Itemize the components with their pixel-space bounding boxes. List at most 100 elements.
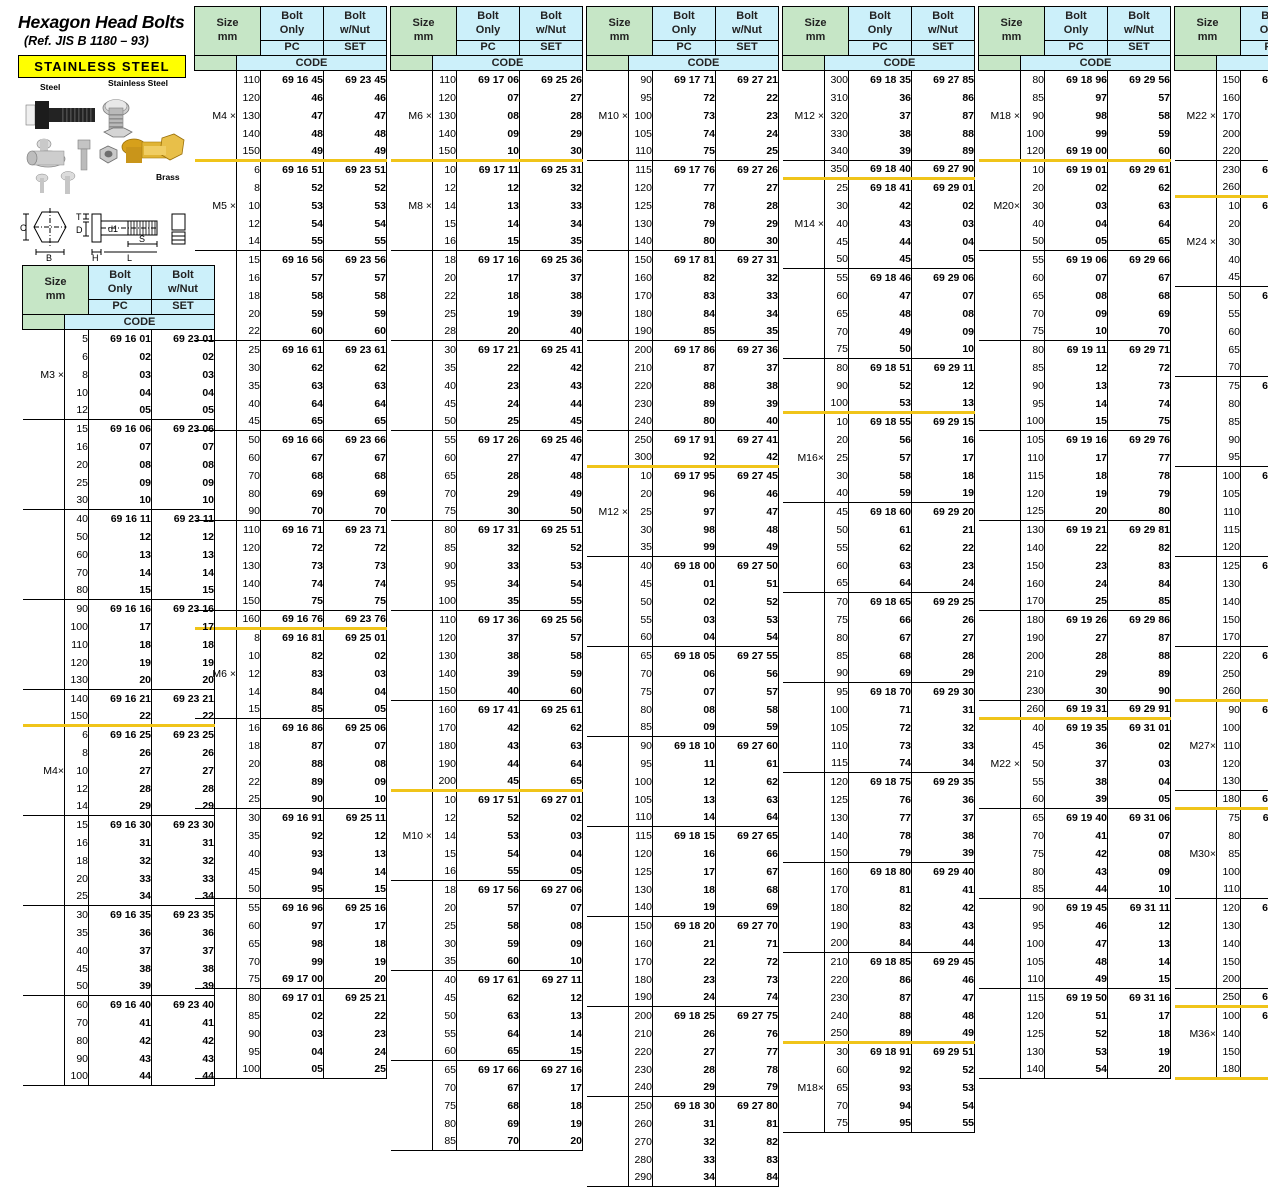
size-metric-label [979, 989, 1021, 1007]
code-pc: 13 [457, 197, 520, 215]
size-length-value: 30 [65, 492, 89, 510]
code-pc: 80 [653, 413, 716, 431]
size-length-value: 20 [433, 269, 457, 287]
size-length-value: 14 [65, 798, 89, 816]
size-length-value: 110 [629, 143, 653, 161]
code-pc: 97 [653, 503, 716, 521]
code-pc: 15 [457, 233, 520, 251]
code-set: 02 [1108, 737, 1171, 755]
size-metric-label [23, 798, 65, 816]
size-metric-label [1175, 719, 1217, 737]
code-pc: 04 [261, 1043, 324, 1061]
size-metric-label [195, 71, 237, 89]
size-metric-label: M5 × [195, 197, 237, 215]
size-metric-label [783, 863, 825, 881]
size-metric-label [391, 575, 433, 593]
code-set: 69 25 61 [520, 701, 583, 719]
code-set: 39 [520, 305, 583, 323]
size-metric-label [979, 827, 1021, 845]
code-set: 58 [520, 647, 583, 665]
code-pc: 22 [653, 953, 716, 971]
code-pc: 73 [653, 107, 716, 125]
size-length-value: 90 [1217, 701, 1241, 719]
code-pc: 14 [457, 215, 520, 233]
code-pc: 69 18 10 [653, 737, 716, 755]
size-length-value: 30 [825, 197, 849, 215]
size-length-value: 130 [1217, 773, 1241, 791]
code-set: 75 [324, 593, 387, 611]
size-metric-label [23, 618, 65, 636]
code-pc: 23 [653, 971, 716, 989]
code-set: 19 [1108, 1043, 1171, 1061]
code-pc: 34 [653, 1169, 716, 1187]
code-pc: 27 [457, 449, 520, 467]
code-set: 69 31 06 [1108, 809, 1171, 827]
size-length-value: 80 [1021, 71, 1045, 89]
code-pc: 38 [1045, 773, 1108, 791]
size-length-value: 80 [433, 521, 457, 539]
code-set: 18 [912, 467, 975, 485]
size-length-value: 115 [1217, 521, 1241, 539]
size-length-value: 140 [1217, 935, 1241, 953]
size-length-value: 130 [433, 107, 457, 125]
code-pc: 69 17 51 [457, 791, 520, 809]
size-metric-label [979, 1043, 1021, 1061]
table-row: 2002080 [1175, 971, 1268, 989]
code-set: 66 [716, 845, 779, 863]
code-set: 63 [1108, 197, 1171, 215]
size-length-value: 30 [825, 1043, 849, 1061]
code-pc: 59 [1241, 143, 1268, 161]
code-pc: 30 [457, 503, 520, 521]
code-pc: 12 [89, 528, 152, 546]
size-length-value: 310 [825, 89, 849, 107]
size-metric-label: M8 × [391, 197, 433, 215]
code-pc: 08 [457, 107, 520, 125]
size-length-value: 140 [237, 575, 261, 593]
code-set: 69 23 06 [152, 420, 215, 438]
size-metric-label [783, 1007, 825, 1025]
size-length-value: 230 [825, 989, 849, 1007]
size-metric-label [23, 744, 65, 762]
code-pc: 02 [653, 593, 716, 611]
size-metric-label: M24 × [1175, 233, 1217, 251]
size-metric-label [23, 600, 65, 618]
code-set: 05 [912, 251, 975, 269]
code-set: 69 27 45 [716, 467, 779, 485]
code-set: 34 [912, 755, 975, 773]
code-set: 15 [152, 582, 215, 600]
size-length-value: 90 [825, 377, 849, 395]
size-metric-label [587, 1043, 629, 1061]
code-set: 39 [152, 978, 215, 996]
size-length-value: 50 [825, 251, 849, 269]
size-length-value: 14 [433, 197, 457, 215]
code-pc: 24 [1045, 575, 1108, 593]
code-pc: 84 [849, 935, 912, 953]
code-pc: 13 [653, 791, 716, 809]
code-pc: 68 [849, 647, 912, 665]
size-length-value: 200 [1217, 125, 1241, 143]
size-length-value: 18 [65, 852, 89, 870]
size-metric-label [23, 870, 65, 888]
size-length-value: 55 [433, 431, 457, 449]
